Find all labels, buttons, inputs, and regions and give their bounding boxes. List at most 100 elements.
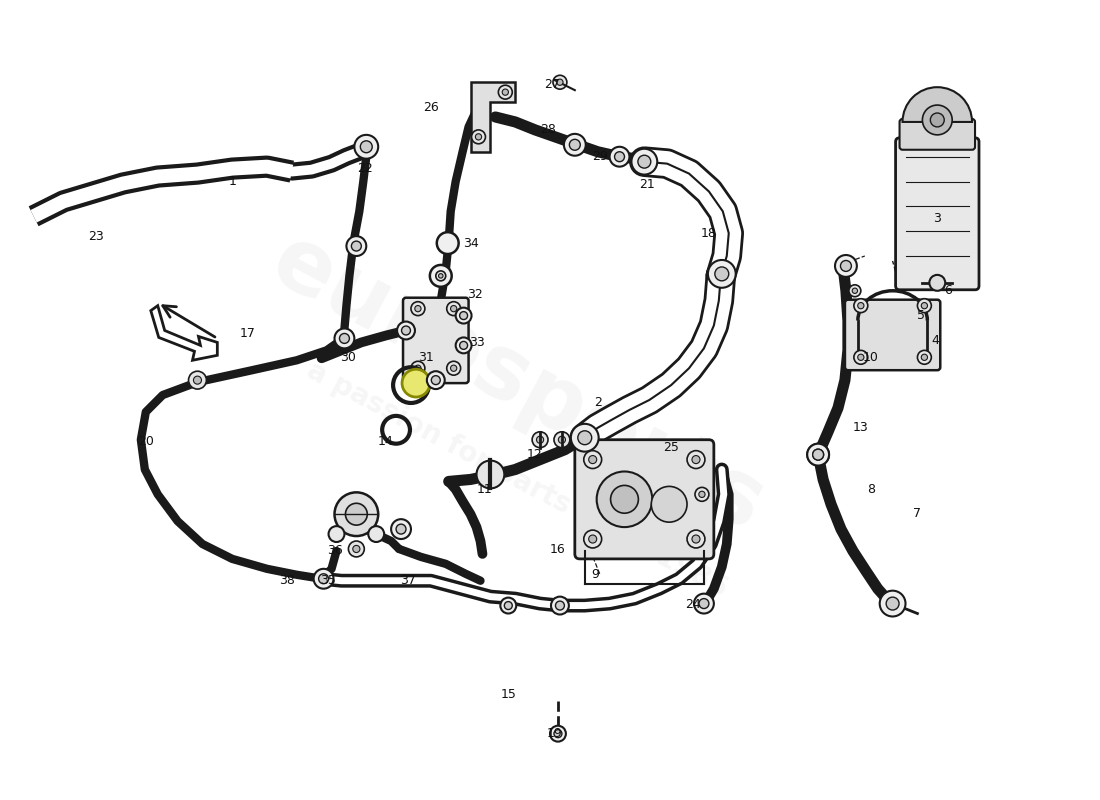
Circle shape xyxy=(353,546,360,553)
Text: eurosports: eurosports xyxy=(256,218,779,550)
Circle shape xyxy=(500,598,516,614)
Circle shape xyxy=(852,288,858,294)
Circle shape xyxy=(715,267,728,281)
Text: 23: 23 xyxy=(88,230,104,242)
Circle shape xyxy=(430,265,452,286)
Circle shape xyxy=(698,491,705,498)
Circle shape xyxy=(917,350,932,364)
Circle shape xyxy=(532,432,548,448)
Circle shape xyxy=(194,376,201,384)
Circle shape xyxy=(609,146,629,166)
Circle shape xyxy=(557,79,563,86)
Circle shape xyxy=(334,492,378,536)
Text: 8: 8 xyxy=(867,483,875,496)
Circle shape xyxy=(415,306,421,312)
Circle shape xyxy=(431,376,440,385)
Circle shape xyxy=(402,326,410,335)
Circle shape xyxy=(564,134,585,156)
Circle shape xyxy=(411,362,425,375)
Circle shape xyxy=(553,75,566,89)
FancyBboxPatch shape xyxy=(575,440,714,559)
Text: 38: 38 xyxy=(279,574,295,587)
Circle shape xyxy=(554,730,562,738)
Circle shape xyxy=(340,334,350,343)
Circle shape xyxy=(638,155,651,168)
Circle shape xyxy=(887,597,899,610)
Circle shape xyxy=(504,602,513,610)
Circle shape xyxy=(917,298,932,313)
Circle shape xyxy=(849,285,861,297)
Circle shape xyxy=(807,444,829,466)
Text: 37: 37 xyxy=(400,574,416,587)
Text: 6: 6 xyxy=(944,284,953,298)
Circle shape xyxy=(319,574,329,584)
Circle shape xyxy=(460,342,467,350)
FancyBboxPatch shape xyxy=(900,119,975,150)
Circle shape xyxy=(840,261,851,271)
Circle shape xyxy=(402,370,430,397)
Text: 12: 12 xyxy=(526,448,542,461)
Circle shape xyxy=(584,530,602,548)
Circle shape xyxy=(396,524,406,534)
Circle shape xyxy=(807,444,829,466)
Text: 25: 25 xyxy=(663,441,679,454)
Circle shape xyxy=(447,362,461,375)
Text: 7: 7 xyxy=(913,506,922,520)
Text: 11: 11 xyxy=(476,483,493,496)
Circle shape xyxy=(436,271,446,281)
Text: 19: 19 xyxy=(547,727,563,740)
Circle shape xyxy=(858,302,864,309)
FancyBboxPatch shape xyxy=(403,298,469,383)
Circle shape xyxy=(415,365,421,371)
Circle shape xyxy=(588,455,596,464)
Circle shape xyxy=(329,526,344,542)
Polygon shape xyxy=(471,82,515,152)
Circle shape xyxy=(571,424,598,452)
Circle shape xyxy=(880,590,905,617)
Circle shape xyxy=(615,152,625,162)
Circle shape xyxy=(922,302,927,309)
Circle shape xyxy=(556,601,564,610)
Text: 3: 3 xyxy=(934,212,942,225)
Circle shape xyxy=(813,449,824,460)
Circle shape xyxy=(346,236,366,256)
FancyBboxPatch shape xyxy=(895,138,979,290)
Circle shape xyxy=(451,365,456,371)
Circle shape xyxy=(551,597,569,614)
Circle shape xyxy=(708,260,736,288)
Circle shape xyxy=(476,461,504,488)
Circle shape xyxy=(537,436,543,443)
Text: 28: 28 xyxy=(540,123,556,136)
Circle shape xyxy=(427,371,444,389)
Circle shape xyxy=(455,338,472,354)
Text: 32: 32 xyxy=(466,288,483,302)
Text: 17: 17 xyxy=(239,327,255,340)
Circle shape xyxy=(503,89,508,95)
Text: 9: 9 xyxy=(591,568,598,582)
Text: 13: 13 xyxy=(852,422,869,434)
Circle shape xyxy=(354,135,378,158)
Circle shape xyxy=(314,569,333,589)
Text: 1: 1 xyxy=(229,175,236,188)
Text: 27: 27 xyxy=(544,78,560,90)
Circle shape xyxy=(437,232,459,254)
Circle shape xyxy=(472,130,485,144)
Text: 5: 5 xyxy=(917,309,925,322)
Text: 35: 35 xyxy=(320,574,336,587)
Circle shape xyxy=(550,726,565,742)
Circle shape xyxy=(694,594,714,614)
Circle shape xyxy=(554,432,570,448)
Circle shape xyxy=(439,274,443,278)
Circle shape xyxy=(392,519,411,539)
Circle shape xyxy=(559,436,565,443)
Circle shape xyxy=(858,354,864,361)
Text: a passion for parts since 1985: a passion for parts since 1985 xyxy=(301,356,733,602)
Circle shape xyxy=(692,535,700,543)
Circle shape xyxy=(588,535,596,543)
Circle shape xyxy=(651,486,688,522)
Circle shape xyxy=(922,354,927,361)
Text: 4: 4 xyxy=(932,334,939,347)
Circle shape xyxy=(930,275,945,290)
Circle shape xyxy=(688,450,705,469)
Text: 16: 16 xyxy=(550,543,565,557)
